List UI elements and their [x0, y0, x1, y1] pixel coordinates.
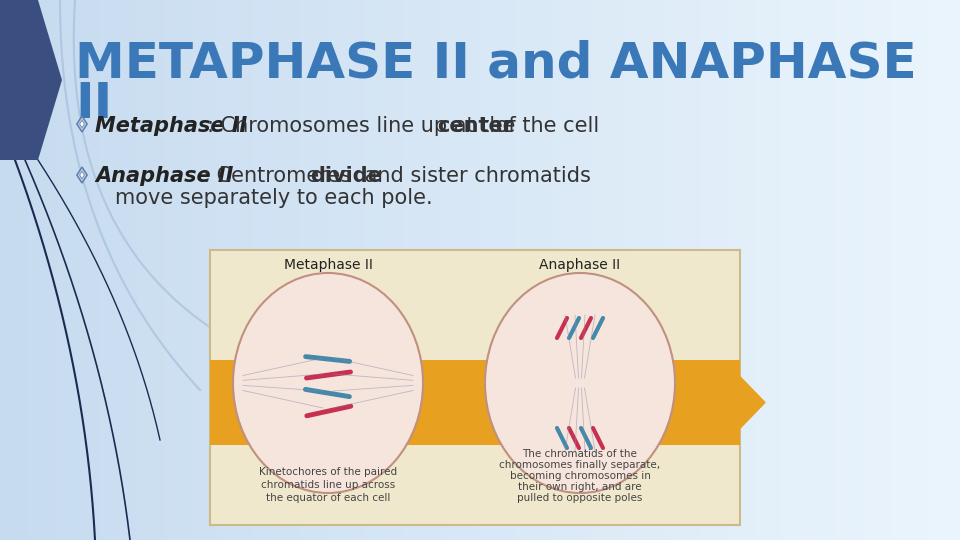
- Text: move separately to each pole.: move separately to each pole.: [115, 188, 433, 208]
- Bar: [210, 360, 740, 445]
- Text: II: II: [75, 80, 112, 128]
- Text: Metaphase II: Metaphase II: [283, 258, 372, 272]
- FancyArrow shape: [440, 366, 535, 438]
- Text: pulled to opposite poles: pulled to opposite poles: [517, 493, 642, 503]
- Bar: [0, 0, 38, 160]
- Text: center: center: [437, 116, 514, 136]
- Text: Kinetochores of the paired: Kinetochores of the paired: [259, 467, 397, 477]
- FancyArrow shape: [680, 366, 765, 438]
- Text: and sister chromatids: and sister chromatids: [358, 166, 590, 186]
- Polygon shape: [77, 116, 87, 132]
- FancyBboxPatch shape: [210, 250, 740, 525]
- Text: chromosomes finally separate,: chromosomes finally separate,: [499, 460, 660, 470]
- Polygon shape: [80, 120, 84, 127]
- Ellipse shape: [233, 273, 423, 493]
- Text: the equator of each cell: the equator of each cell: [266, 493, 390, 503]
- Polygon shape: [77, 167, 87, 183]
- Polygon shape: [80, 171, 84, 179]
- Text: Anaphase II: Anaphase II: [95, 166, 233, 186]
- Text: becoming chromosomes in: becoming chromosomes in: [510, 471, 651, 481]
- Text: METAPHASE II and ANAPHASE: METAPHASE II and ANAPHASE: [75, 40, 917, 88]
- Text: The chromatids of the: The chromatids of the: [522, 449, 637, 459]
- Text: chromatids line up across: chromatids line up across: [261, 480, 396, 490]
- Ellipse shape: [485, 273, 675, 493]
- Text: Anaphase II: Anaphase II: [540, 258, 620, 272]
- Polygon shape: [38, 0, 62, 160]
- Text: of the cell: of the cell: [489, 116, 599, 136]
- Text: divide: divide: [310, 166, 382, 186]
- Text: : Centromeres: : Centromeres: [203, 166, 358, 186]
- Text: their own right, and are: their own right, and are: [518, 482, 642, 492]
- Text: Metaphase II: Metaphase II: [95, 116, 248, 136]
- Text: : Chromosomes line up at the: : Chromosomes line up at the: [207, 116, 522, 136]
